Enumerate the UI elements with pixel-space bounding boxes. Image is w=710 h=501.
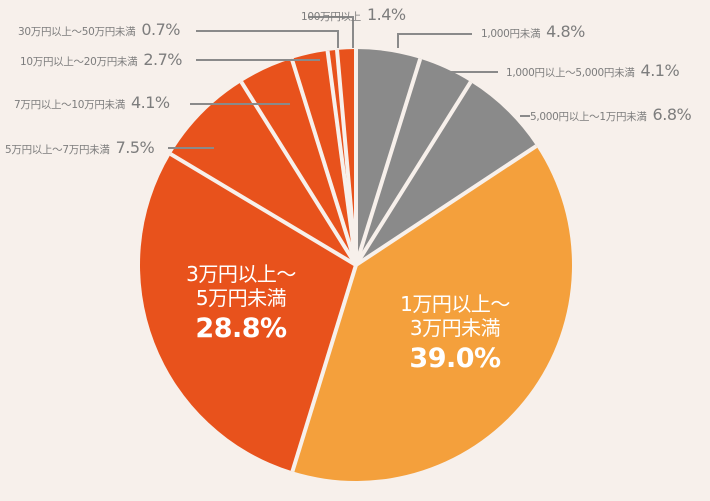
slice-separator <box>354 80 473 267</box>
label-category: 5,000円以上～1万円未満 <box>530 111 647 123</box>
pie-slice <box>292 146 573 481</box>
label-7-10man: 7万円以上～10万円未満 4.1% <box>14 93 170 112</box>
label-3-5man: 3万円以上～ 5万円未満 28.8% <box>166 262 316 346</box>
label-category-line2: 5万円未満 <box>195 286 287 311</box>
label-percent: 6.8% <box>652 105 692 124</box>
label-percent: 4.1% <box>640 61 680 80</box>
slice-separator <box>289 58 358 266</box>
slice-separator <box>354 144 538 267</box>
pie-slices <box>140 49 573 481</box>
label-category: 100万円以上 <box>301 11 361 23</box>
label-percent: 4.8% <box>546 22 585 41</box>
label-category: 5万円以上～7万円未満 <box>5 144 110 156</box>
leader-line-30-50man <box>196 30 339 48</box>
leader-line-under1000 <box>397 33 472 48</box>
label-10-20man: 10万円以上～20万円未満 2.7% <box>20 50 182 69</box>
label-5-7man: 5万円以上～7万円未満 7.5% <box>5 138 155 157</box>
label-100man-over: 100万円以上 1.4% <box>301 5 406 24</box>
label-category-line1: 1万円以上～ <box>400 292 510 316</box>
label-percent: 2.7% <box>143 50 182 69</box>
label-category: 30万円以上～50万円未満 <box>18 26 136 38</box>
label-category: 1,000円未満 <box>481 28 541 40</box>
label-category: 7万円以上～10万円未満 <box>14 99 125 111</box>
label-category: 1,000円以上～5,000円未満 <box>506 67 635 79</box>
label-category-line1: 3万円以上～ <box>186 262 296 286</box>
slice-separator <box>335 49 358 266</box>
leader-lines <box>168 16 530 149</box>
label-percent: 0.7% <box>141 20 180 39</box>
label-1000-5000: 1,000円以上～5,000円未満 4.1% <box>506 61 680 80</box>
slice-separator <box>169 152 358 267</box>
label-under-1000: 1,000円未満 4.8% <box>481 22 585 41</box>
slice-separator <box>290 264 358 473</box>
pie-slice <box>241 58 356 265</box>
slice-separator <box>239 80 358 267</box>
label-percent: 39.0% <box>409 342 501 374</box>
pie-slice <box>170 81 356 265</box>
label-percent: 7.5% <box>115 138 155 157</box>
label-category-line2: 3万円未満 <box>409 316 501 341</box>
pie-slice <box>356 58 471 265</box>
slice-separator <box>354 58 423 266</box>
label-percent: 28.8% <box>195 312 287 344</box>
pie-slice <box>356 81 537 265</box>
label-percent: 4.1% <box>130 93 170 112</box>
label-5000-1man: 5,000円以上～1万円未満 6.8% <box>530 105 692 124</box>
leader-line-100man <box>308 16 354 48</box>
label-category: 10万円以上～20万円未満 <box>20 56 138 68</box>
label-30-50man: 30万円以上～50万円未満 0.7% <box>18 20 180 39</box>
label-1-3man: 1万円以上～ 3万円未満 39.0% <box>375 292 535 376</box>
label-percent: 1.4% <box>366 5 406 24</box>
